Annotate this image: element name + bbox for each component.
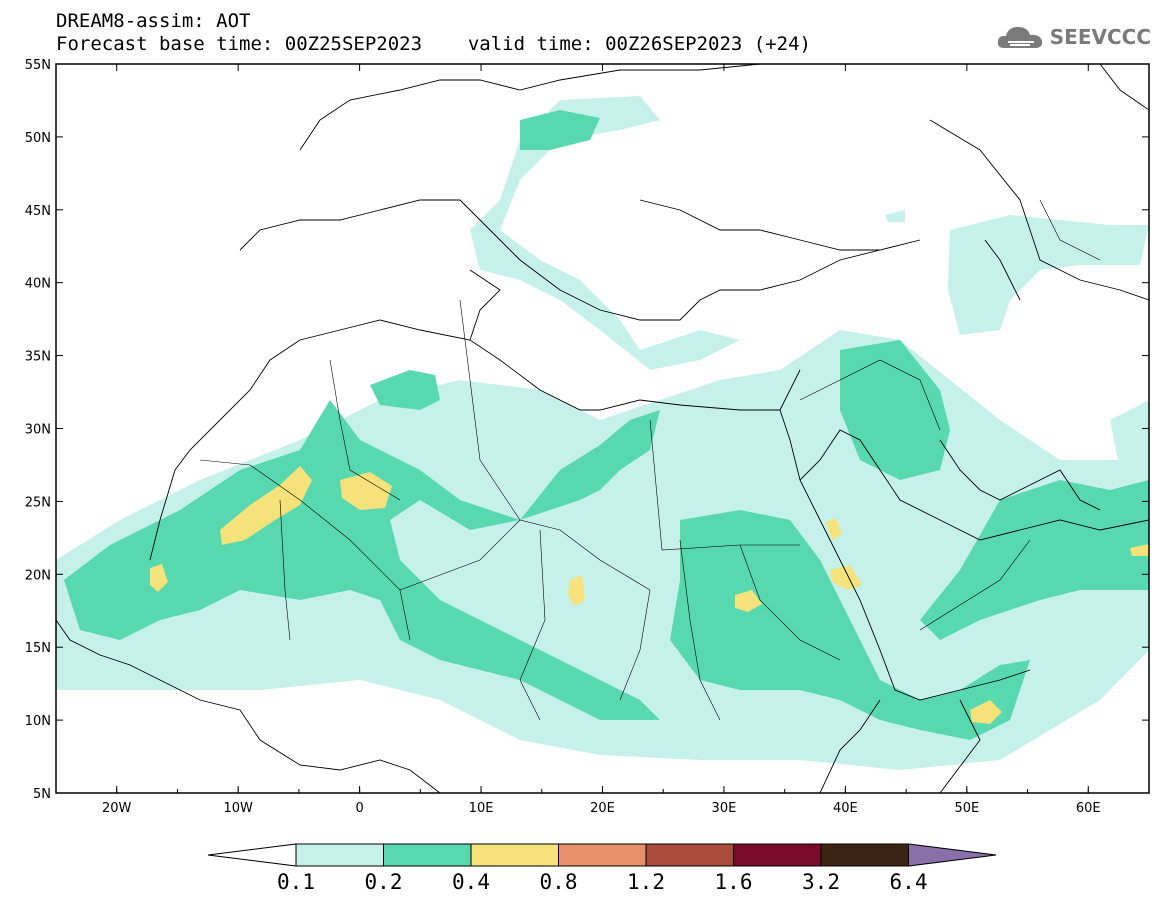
colorbar-segment	[733, 843, 822, 867]
lon-tick-label: 60E	[1076, 801, 1101, 816]
colorbar-segment	[295, 843, 384, 867]
aot-level-0.2	[64, 110, 1149, 740]
lat-tick-label: 15N	[25, 641, 51, 656]
colorbar-segment	[558, 843, 647, 867]
lat-tick-label: 5N	[33, 787, 51, 802]
colorbar-level-label: 1.6	[715, 870, 753, 894]
coastlines	[56, 64, 1149, 793]
lat-tick-label: 35N	[25, 350, 51, 365]
colorbar-level-label: 0.4	[452, 870, 490, 894]
lon-tick-label: 20W	[102, 801, 132, 816]
valid-time: valid time: 00Z26SEP2023 (+24)	[467, 33, 811, 55]
seevccc-logo: SEEVCCC	[996, 22, 1151, 52]
colorbar-level-label: 1.2	[627, 870, 665, 894]
map-title: DREAM8-assim: AOT	[56, 10, 251, 32]
lat-tick-label: 45N	[25, 204, 51, 219]
colorbar-segment	[383, 843, 472, 867]
colorbar-level-label: 0.8	[540, 870, 578, 894]
cloud-logo-icon	[997, 27, 1042, 48]
lon-tick-label: 10W	[223, 801, 253, 816]
lon-tick-label: 20E	[590, 801, 615, 816]
colorbar-segment	[820, 843, 909, 867]
lon-tick-label: 40E	[833, 801, 858, 816]
lon-tick-label: 50E	[954, 801, 979, 816]
colorbar-segment	[470, 843, 559, 867]
map-subtitle: Forecast base time: 00Z25SEP2023 valid t…	[56, 33, 811, 55]
colorbar-level-label: 3.2	[802, 870, 840, 894]
lon-tick-label: 30E	[712, 801, 737, 816]
lat-tick-label: 55N	[25, 58, 51, 73]
country-borders	[199, 199, 1101, 721]
forecast-base-time: Forecast base time: 00Z25SEP2023	[56, 33, 423, 55]
lat-tick-label: 20N	[25, 568, 51, 583]
lat-tick-label: 50N	[25, 131, 51, 146]
aot-level-0.1	[56, 96, 1149, 770]
lon-tick-label: 10E	[469, 801, 494, 816]
colorbar-segment	[645, 843, 734, 867]
lon-tick-label: 0	[355, 801, 363, 816]
lat-tick-label: 25N	[25, 495, 51, 510]
colorbar-level-label: 6.4	[890, 870, 928, 894]
colorbar: 0.1 0.2 0.4 0.8 1.2 1.6 3.2 6.4	[207, 843, 997, 894]
logo-text: SEEVCCC	[1049, 25, 1151, 49]
colorbar-level-label: 0.2	[365, 870, 403, 894]
colorbar-arrow-high	[908, 843, 997, 867]
aot-field	[56, 96, 1149, 770]
lat-tick-label: 30N	[25, 423, 51, 438]
longitude-axis: 20W 10W 0 10E 20E 30E 40E 50E 60E	[55, 64, 1150, 816]
colorbar-arrow-low	[207, 843, 297, 867]
lat-tick-label: 40N	[25, 277, 51, 292]
aot-level-0.4	[150, 466, 1149, 724]
colorbar-level-label: 0.1	[277, 870, 315, 894]
latitude-axis: 55N 50N 45N 40N 35N 30N 25N 20N 15N 10N 5N	[25, 58, 1149, 802]
lat-tick-label: 10N	[25, 714, 51, 729]
